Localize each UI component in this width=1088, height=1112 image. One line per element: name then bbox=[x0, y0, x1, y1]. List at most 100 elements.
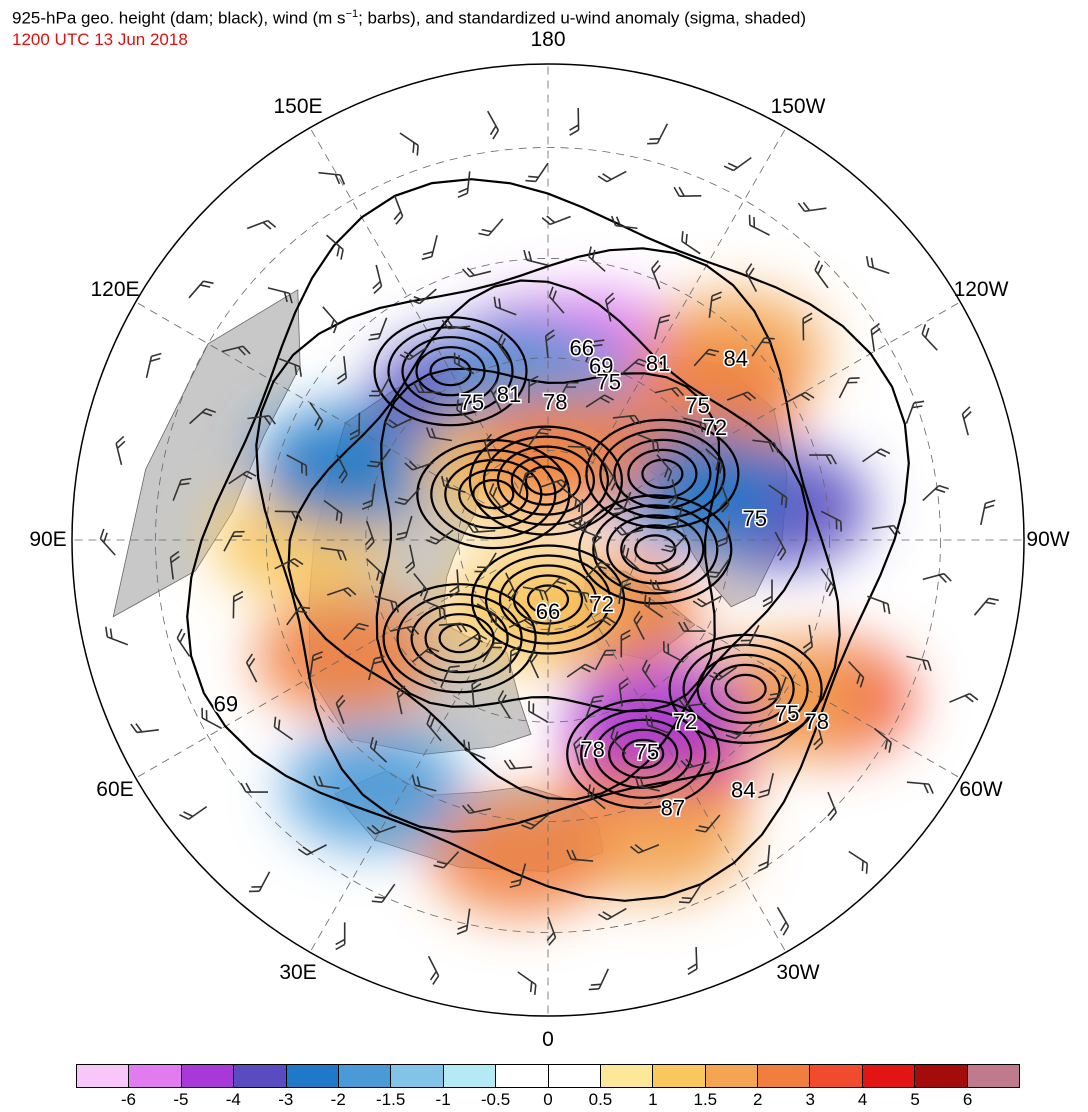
colorbar-swatch bbox=[129, 1065, 182, 1087]
wind-barb bbox=[201, 707, 223, 730]
contour-label: 81 bbox=[646, 351, 670, 376]
wind-barb bbox=[862, 448, 891, 463]
colorbar bbox=[76, 1064, 1020, 1088]
hemispheric-height-contour bbox=[255, 247, 841, 833]
wind-barb bbox=[189, 408, 216, 425]
low-height-contour bbox=[620, 524, 691, 575]
wind-barb bbox=[396, 685, 407, 715]
low-height-contour bbox=[622, 738, 665, 769]
wind-barb bbox=[232, 590, 244, 619]
colorbar-swatch bbox=[286, 1065, 339, 1087]
wind-barb bbox=[641, 659, 656, 688]
wind-barb bbox=[621, 358, 649, 375]
contour-label: 72 bbox=[589, 591, 613, 616]
wind-barb bbox=[813, 721, 824, 751]
latitude-circle bbox=[265, 257, 831, 823]
wind-barb bbox=[369, 376, 391, 397]
wind-barb bbox=[274, 557, 304, 570]
wind-barb bbox=[871, 524, 901, 536]
wind-barb bbox=[441, 319, 471, 330]
wind-barb bbox=[518, 470, 536, 495]
wind-barb bbox=[544, 329, 556, 358]
high-height-contour bbox=[396, 593, 523, 684]
high-height-contour bbox=[410, 603, 509, 674]
wind-barb bbox=[758, 773, 774, 799]
wind-barb bbox=[309, 651, 324, 678]
colorbar-swatch bbox=[181, 1065, 235, 1087]
wind-barb bbox=[693, 348, 720, 367]
wind-barb bbox=[567, 445, 596, 457]
wind-barb bbox=[827, 791, 837, 822]
wind-barb bbox=[949, 692, 979, 703]
wind-barb bbox=[405, 544, 416, 574]
wind-barb bbox=[655, 562, 685, 573]
contour-label: 78 bbox=[805, 709, 829, 734]
wind-barb bbox=[474, 552, 497, 573]
colorbar-label: -6 bbox=[120, 1090, 136, 1109]
wind-barb bbox=[848, 660, 865, 688]
wind-barb bbox=[922, 484, 949, 502]
wind-barb bbox=[368, 317, 388, 341]
wind-barb bbox=[543, 577, 570, 594]
wind-barb bbox=[556, 381, 579, 403]
wind-barb bbox=[603, 462, 617, 491]
wind-barb bbox=[757, 844, 771, 872]
wind-barb bbox=[323, 499, 343, 524]
wind-barb bbox=[528, 700, 549, 723]
longitude-label: 60E bbox=[96, 778, 134, 801]
wind-barb bbox=[569, 107, 580, 136]
contour-label: 75 bbox=[775, 701, 799, 726]
wind-barb bbox=[633, 610, 645, 640]
wind-barb bbox=[508, 617, 538, 629]
wind-barb bbox=[838, 377, 860, 399]
colorbar-label: -1 bbox=[435, 1090, 451, 1109]
wind-barb bbox=[395, 515, 413, 541]
wind-barb bbox=[666, 506, 683, 532]
wind-barb bbox=[176, 628, 191, 657]
wind-barb bbox=[751, 337, 775, 357]
wind-barb bbox=[586, 616, 616, 629]
wind-barb bbox=[643, 594, 664, 618]
wind-barb bbox=[274, 510, 303, 522]
longitude-label: 0 bbox=[542, 1028, 554, 1051]
wind-barb bbox=[748, 214, 770, 236]
wind-barb bbox=[573, 736, 584, 766]
wind-barb bbox=[612, 491, 632, 515]
contour-label: 75 bbox=[742, 506, 766, 531]
wind-barb bbox=[677, 696, 707, 708]
wind-barb bbox=[487, 110, 500, 140]
wind-barb bbox=[647, 123, 669, 145]
contour-label: 78 bbox=[580, 737, 604, 762]
wind-barb bbox=[438, 622, 468, 633]
chart-subtitle: 1200 UTC 13 Jun 2018 bbox=[12, 30, 188, 49]
wind-barb bbox=[662, 641, 684, 663]
chart-title: 925-hPa geo. height (dam; black), wind (… bbox=[12, 4, 806, 29]
wind-barb bbox=[521, 814, 549, 830]
wind-barb bbox=[412, 647, 440, 663]
wind-barb bbox=[678, 621, 706, 632]
wind-barb bbox=[618, 677, 629, 707]
contour-label: 75 bbox=[460, 390, 484, 415]
wind-barb bbox=[286, 454, 308, 476]
wind-barb bbox=[335, 922, 346, 951]
wind-barb bbox=[413, 572, 429, 601]
wind-barb bbox=[738, 624, 760, 646]
colorbar-swatch bbox=[653, 1065, 706, 1087]
wind-barb bbox=[247, 415, 276, 426]
wind-barb bbox=[597, 170, 627, 183]
wind-barb bbox=[906, 781, 934, 794]
longitude-label: 90W bbox=[1026, 528, 1070, 551]
wind-barb bbox=[240, 782, 268, 793]
wind-barb bbox=[708, 291, 722, 318]
colorbar-label: 0 bbox=[543, 1090, 553, 1109]
negative-anomaly-region bbox=[568, 656, 749, 777]
wind-barb bbox=[343, 622, 369, 641]
wind-barb bbox=[525, 162, 549, 183]
wind-barb bbox=[393, 195, 404, 225]
wind-barb bbox=[548, 286, 565, 314]
wind-barb bbox=[426, 714, 442, 742]
colorbar-swatch bbox=[496, 1065, 549, 1087]
low-height-contour bbox=[634, 534, 677, 565]
contour-label: 75 bbox=[596, 369, 620, 394]
wind-barb bbox=[566, 849, 594, 862]
